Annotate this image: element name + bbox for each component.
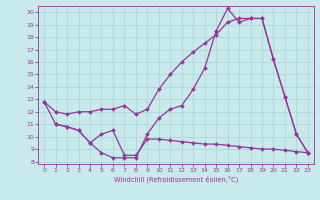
X-axis label: Windchill (Refroidissement éolien,°C): Windchill (Refroidissement éolien,°C) [114,176,238,183]
